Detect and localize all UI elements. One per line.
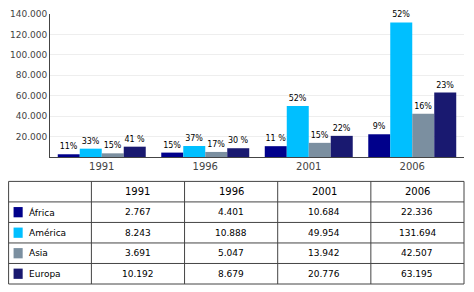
- svg-text:20.000: 20.000: [16, 132, 48, 142]
- svg-text:16%: 16%: [414, 102, 432, 111]
- svg-text:Asia: Asia: [29, 248, 48, 258]
- svg-text:30 %: 30 %: [228, 136, 249, 145]
- svg-text:131.694: 131.694: [399, 228, 436, 238]
- svg-text:33%: 33%: [82, 137, 100, 146]
- svg-text:2001: 2001: [312, 186, 337, 197]
- svg-text:13.942: 13.942: [308, 248, 340, 258]
- svg-text:10.888: 10.888: [215, 228, 247, 238]
- svg-text:1991: 1991: [89, 161, 114, 172]
- svg-text:37%: 37%: [185, 134, 203, 143]
- svg-text:10.192: 10.192: [122, 269, 154, 279]
- svg-text:9%: 9%: [373, 122, 386, 131]
- svg-text:África: África: [29, 207, 55, 218]
- svg-text:22%: 22%: [333, 124, 351, 133]
- svg-text:1996: 1996: [193, 161, 218, 172]
- svg-text:Europa: Europa: [29, 269, 61, 279]
- svg-text:52%: 52%: [289, 94, 307, 103]
- svg-text:América: América: [29, 228, 66, 238]
- svg-text:140.000: 140.000: [10, 9, 47, 19]
- svg-text:15%: 15%: [163, 141, 181, 150]
- svg-text:2001: 2001: [296, 161, 321, 172]
- svg-text:22.336: 22.336: [401, 207, 433, 217]
- svg-text:10.684: 10.684: [308, 207, 340, 217]
- svg-text:17%: 17%: [207, 140, 225, 149]
- svg-text:2.767: 2.767: [125, 207, 151, 217]
- svg-text:3.691: 3.691: [125, 248, 151, 258]
- svg-text:42.507: 42.507: [401, 248, 433, 258]
- svg-text:40.000: 40.000: [16, 111, 48, 121]
- svg-text:60.000: 60.000: [16, 91, 48, 101]
- svg-text:4.401: 4.401: [218, 207, 244, 217]
- svg-text:2006: 2006: [400, 161, 425, 172]
- svg-text:15%: 15%: [104, 141, 122, 150]
- svg-text:52%: 52%: [392, 10, 410, 19]
- svg-text:15%: 15%: [311, 131, 329, 140]
- svg-text:120.000: 120.000: [10, 30, 47, 40]
- svg-text:20.776: 20.776: [308, 269, 340, 279]
- svg-text:100.000: 100.000: [10, 50, 47, 60]
- svg-text:11%: 11%: [60, 142, 78, 151]
- svg-text:8.243: 8.243: [125, 228, 151, 238]
- svg-text:1991: 1991: [125, 186, 150, 197]
- svg-text:23%: 23%: [436, 81, 454, 90]
- svg-text:5.047: 5.047: [218, 248, 244, 258]
- svg-text:1996: 1996: [219, 186, 244, 197]
- svg-text:2006: 2006: [405, 186, 430, 197]
- svg-text:8.679: 8.679: [218, 269, 244, 279]
- svg-text:41 %: 41 %: [124, 135, 145, 144]
- svg-text:11 %: 11 %: [265, 134, 286, 143]
- svg-text:80.000: 80.000: [16, 70, 48, 80]
- svg-text:63.195: 63.195: [401, 269, 433, 279]
- svg-text:49.954: 49.954: [308, 228, 340, 238]
